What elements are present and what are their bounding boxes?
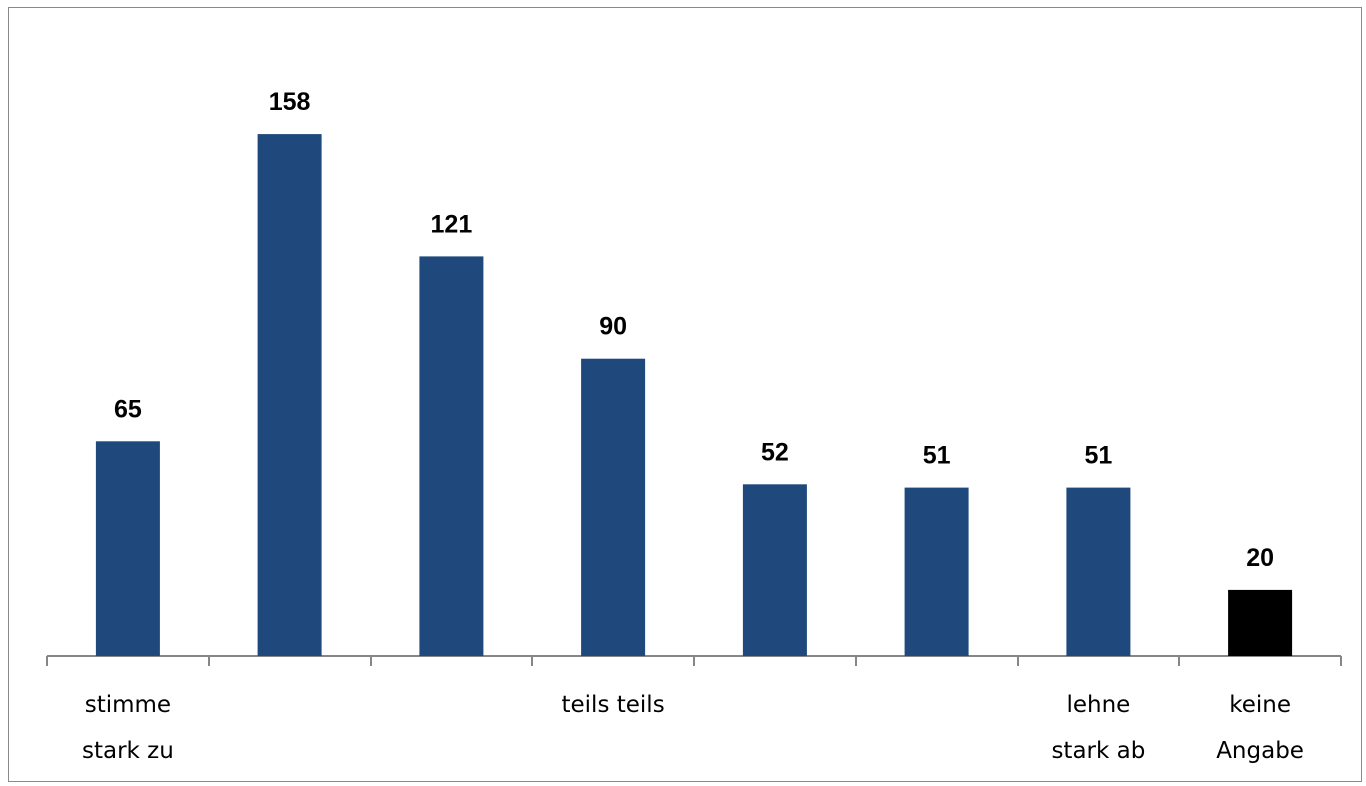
data-label: 121 bbox=[431, 210, 473, 238]
data-label: 51 bbox=[1084, 442, 1112, 470]
bar bbox=[904, 487, 969, 656]
data-label: 65 bbox=[114, 395, 142, 423]
chart-frame bbox=[8, 7, 1362, 782]
bar bbox=[742, 484, 807, 656]
category-label: keine bbox=[1229, 692, 1291, 718]
category-label: Angabe bbox=[1216, 738, 1304, 764]
data-label: 158 bbox=[269, 88, 311, 116]
bar bbox=[1228, 589, 1293, 656]
bar bbox=[257, 134, 322, 657]
bar bbox=[419, 256, 484, 656]
category-label: lehne bbox=[1066, 692, 1130, 718]
data-label: 52 bbox=[761, 438, 789, 466]
bar bbox=[581, 358, 646, 656]
category-label: stark ab bbox=[1051, 738, 1145, 764]
data-label: 51 bbox=[923, 442, 951, 470]
category-label: teils teils bbox=[562, 692, 665, 718]
category-label: stark zu bbox=[82, 738, 174, 764]
bar bbox=[1066, 487, 1131, 656]
bar bbox=[95, 441, 160, 656]
data-label: 90 bbox=[599, 313, 627, 341]
category-label: stimme bbox=[85, 692, 171, 718]
data-label: 20 bbox=[1246, 544, 1274, 572]
